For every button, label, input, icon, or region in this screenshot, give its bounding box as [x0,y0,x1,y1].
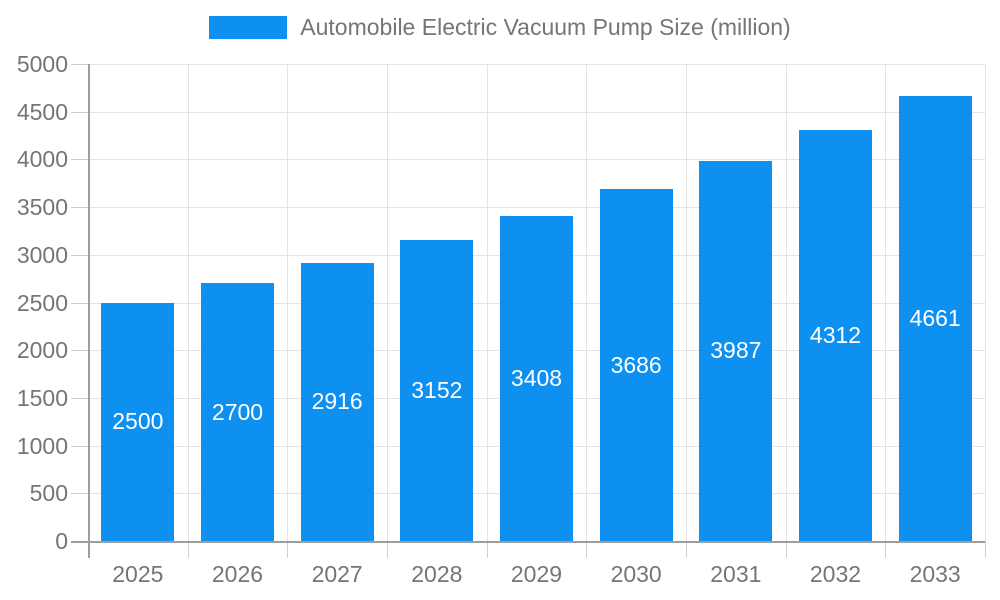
bar: 3987 [699,160,773,541]
y-tick-label: 500 [29,480,68,506]
x-tick-label: 2030 [610,561,662,587]
bar-value-label: 2700 [211,398,264,425]
x-tick [188,541,189,558]
bar: 4312 [799,129,872,541]
y-tick-label: 2000 [16,337,68,363]
x-gridline [387,64,388,541]
x-tick-label: 2028 [411,561,463,587]
x-tick [387,541,388,558]
bar-value-label: 2500 [112,408,164,435]
bar: 3408 [500,215,573,541]
x-gridline [188,64,189,541]
bar: 2500 [101,302,175,541]
x-tick [786,541,787,558]
y-tick [71,207,88,208]
x-axis-line [71,541,985,543]
y-tick [71,255,88,256]
bar: 2916 [300,262,374,541]
x-tick-label: 2025 [112,561,164,587]
y-gridline [88,112,985,113]
x-tick [586,541,587,558]
x-tick [885,541,886,558]
chart-legend[interactable]: Automobile Electric Vacuum Pump Size (mi… [0,14,1000,41]
bar-value-label: 2916 [311,388,363,415]
x-gridline [786,64,787,541]
y-tick [71,159,88,160]
legend-label: Automobile Electric Vacuum Pump Size (mi… [300,14,791,40]
bar-value-label: 3686 [610,351,662,378]
legend-swatch [209,16,288,39]
x-tick [487,541,488,558]
x-tick-label: 2031 [710,561,762,587]
x-tick-label: 2033 [909,561,961,587]
x-tick [686,541,687,558]
x-gridline [287,64,288,541]
y-axis-line [88,64,90,558]
y-tick-label: 2500 [16,290,68,316]
y-tick-label: 3000 [16,242,68,268]
y-tick [71,112,88,113]
x-gridline [985,64,986,541]
x-tick [287,541,288,558]
bar-value-label: 3152 [411,377,463,404]
bar: 3686 [599,189,673,541]
y-tick [71,303,88,304]
y-tick [71,493,88,494]
x-gridline [487,64,488,541]
bar: 2700 [201,283,274,541]
x-gridline [686,64,687,541]
x-tick-label: 2027 [311,561,363,587]
y-tick-label: 4000 [16,146,68,172]
y-gridline [88,159,985,160]
x-tick [985,541,986,558]
y-gridline [88,64,985,65]
y-tick-label: 4500 [16,99,68,125]
y-gridline [88,207,985,208]
x-tick-label: 2032 [809,561,862,587]
y-tick [71,398,88,399]
y-tick-label: 1000 [16,433,68,459]
bar: 3152 [400,240,474,541]
bar-value-label: 4312 [809,321,862,348]
bar-value-label: 3987 [710,337,762,364]
y-tick-label: 0 [55,528,68,554]
y-tick [71,64,88,65]
y-tick [71,350,88,351]
bar-value-label: 3408 [510,364,563,391]
y-tick [71,446,88,447]
x-tick-label: 2026 [211,561,264,587]
y-tick-label: 1500 [16,385,68,411]
y-tick-label: 3500 [16,194,68,220]
x-gridline [885,64,886,541]
bar: 4661 [898,96,972,541]
x-tick-label: 2029 [510,561,563,587]
bar-value-label: 4661 [909,305,961,332]
y-tick-label: 5000 [16,51,68,77]
x-gridline [586,64,587,541]
